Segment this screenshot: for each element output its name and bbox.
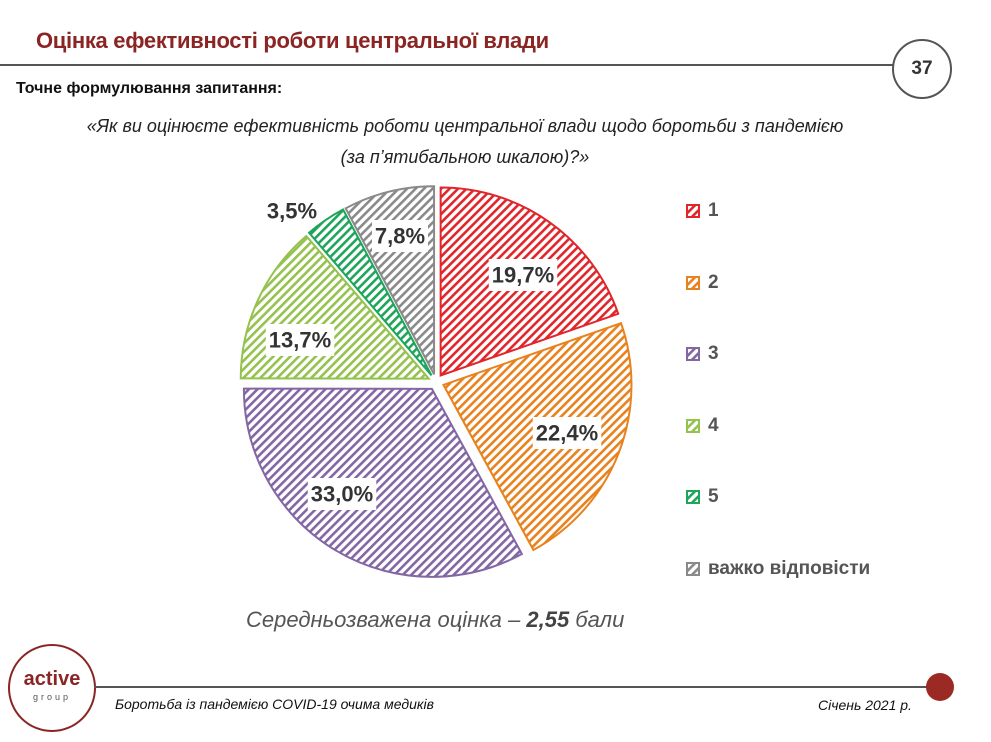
slice-label: 3,5% (267, 199, 317, 224)
legend-swatch (686, 204, 700, 218)
footer-title: Боротьба із пандемією COVID-19 очима мед… (115, 696, 434, 712)
footer-date: Січень 2021 р. (818, 697, 912, 713)
page-number: 37 (892, 39, 952, 99)
average-suffix: бали (569, 607, 625, 632)
average-value: 2,55 (526, 607, 570, 632)
legend-swatch (686, 275, 700, 290)
legend-label: 1 (708, 200, 719, 221)
slice-label: 19,7% (488, 259, 558, 291)
pie-slice-labels: 19,7% 22,4% 33,0% 13,7% 3,5% 7,8% (265, 199, 602, 510)
legend-swatch (686, 347, 700, 361)
average-prefix: Середньозважена оцінка – (246, 607, 527, 632)
logo-subword: group (32, 692, 72, 702)
logo-word: active (23, 668, 81, 690)
svg-text:33,0%: 33,0% (311, 482, 373, 507)
question-line-1: «Як ви оцінюєте ефективність роботи цент… (86, 116, 844, 136)
svg-text:7,8%: 7,8% (375, 224, 425, 249)
header-rule (0, 64, 896, 66)
footer-dot (926, 673, 954, 701)
pie-slice (242, 387, 524, 578)
pie-slice (307, 208, 433, 377)
weighted-average: Середньозважена оцінка – 2,55 бали (246, 607, 624, 633)
legend-label: 4 (708, 414, 719, 436)
company-logo: active group (8, 644, 96, 732)
slice-label: 33,0% (307, 478, 377, 510)
legend-label: важко відповісти (708, 557, 871, 579)
legend-label: 3 (708, 343, 719, 364)
question-line-2: (за п’ятибальною шкалою)?» (340, 147, 590, 167)
footer-rule (94, 686, 944, 688)
slice-label: 13,7% (265, 324, 335, 356)
svg-text:19,7%: 19,7% (492, 263, 554, 288)
legend-swatch (686, 490, 700, 504)
question-label: Точне формулювання запитання: (16, 80, 283, 97)
legend-label: 2 (708, 271, 719, 293)
svg-text:3,5%: 3,5% (267, 199, 317, 224)
question-text: «Як ви оцінюєте ефективність роботи цент… (20, 111, 910, 173)
legend-swatch (686, 561, 700, 576)
pie-slices (239, 185, 633, 578)
slice-label: 22,4% (532, 417, 602, 449)
page-title: Оцінка ефективності роботи центральної в… (36, 28, 549, 53)
legend-swatch (686, 418, 700, 433)
svg-text:22,4%: 22,4% (536, 421, 598, 446)
slice-label: 7,8% (372, 220, 428, 252)
svg-text:13,7%: 13,7% (269, 328, 331, 353)
legend-label: 5 (708, 486, 719, 507)
